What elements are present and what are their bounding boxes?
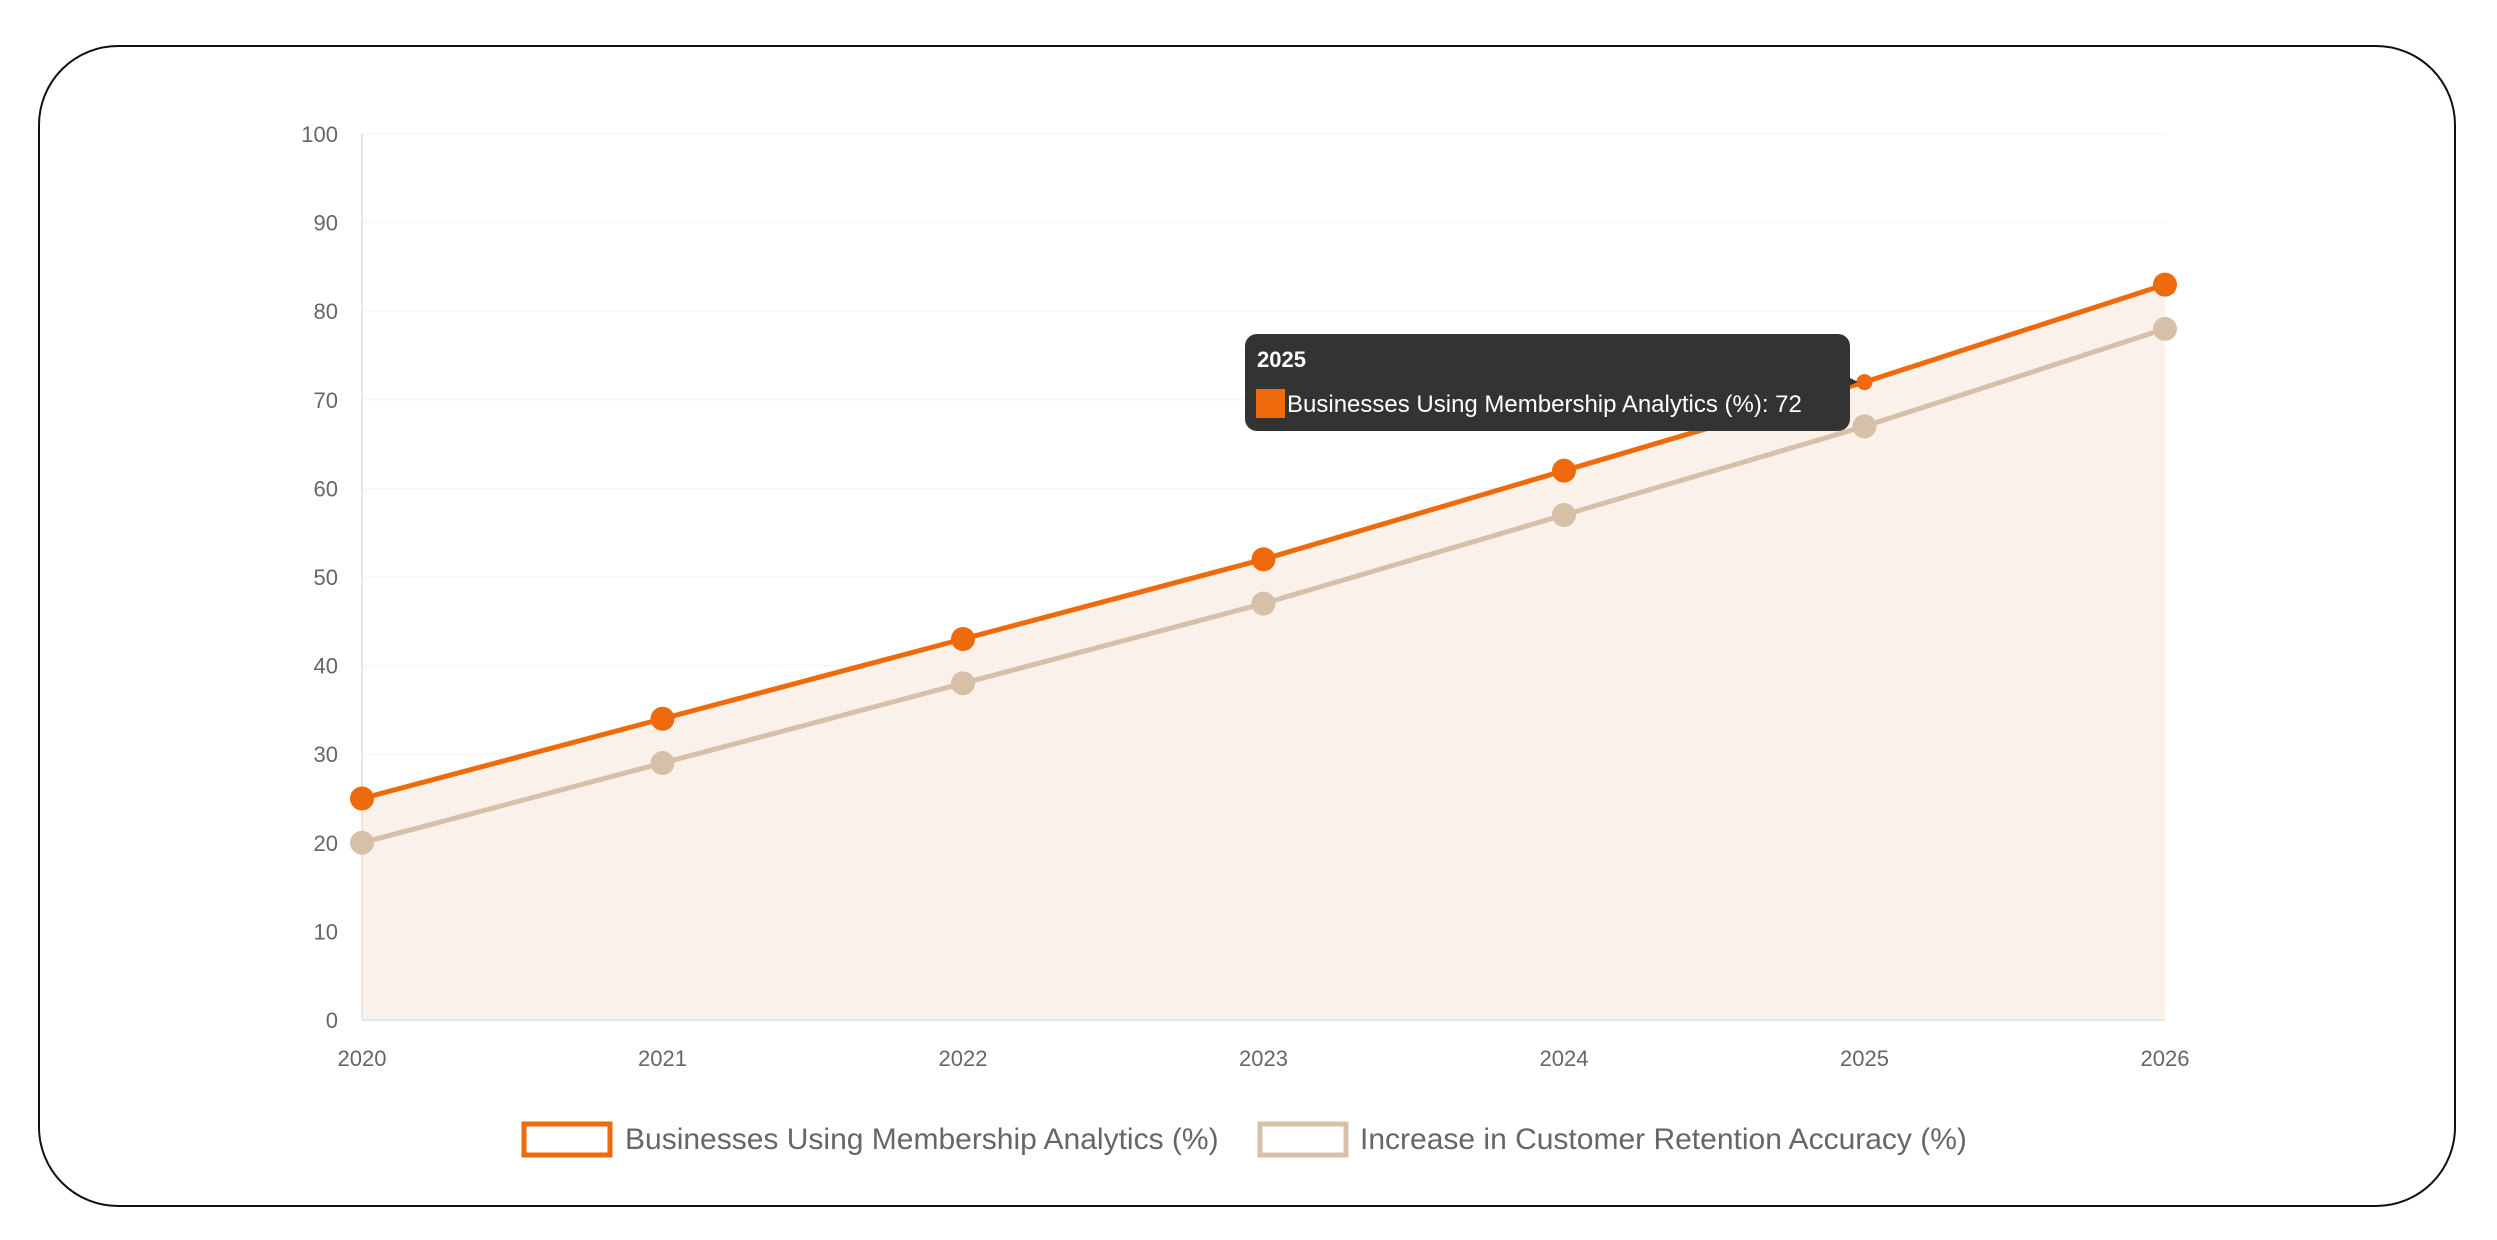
x-tick-label-2024: 2024	[1540, 1046, 1589, 1071]
y-tick-label-10: 10	[314, 919, 338, 944]
x-tick-label-2025: 2025	[1840, 1046, 1889, 1071]
tooltip-label: Businesses Using Membership Analytics (%…	[1287, 391, 1802, 418]
y-tick-label-100: 100	[301, 122, 338, 147]
y-tick-label-70: 70	[314, 388, 338, 413]
y-tick-label-80: 80	[314, 299, 338, 324]
y-tick-label-50: 50	[314, 565, 338, 590]
y-tick-label-90: 90	[314, 211, 338, 236]
data-point-retention-2026[interactable]	[2153, 316, 2177, 341]
y-tick-label-40: 40	[314, 654, 338, 679]
y-tick-label-30: 30	[314, 742, 338, 767]
data-point-businesses-2023[interactable]	[1251, 547, 1276, 572]
y-tick-label-60: 60	[314, 476, 338, 501]
legend-swatch-retention[interactable]	[1257, 1121, 1349, 1158]
data-point-businesses-2025[interactable]	[1856, 374, 1873, 391]
data-point-retention-2021[interactable]	[650, 751, 675, 776]
data-point-businesses-2024[interactable]	[1552, 458, 1576, 483]
data-point-businesses-2022[interactable]	[951, 627, 975, 652]
y-axis-ticks: 0 10 20 30 40 50 60 70 80 90 100	[301, 122, 338, 1033]
data-point-retention-2023[interactable]	[1251, 591, 1276, 616]
tooltip-title: 2025	[1257, 347, 1306, 372]
x-axis-ticks: 2020 2021 2022 2023 2024 2025 2026	[338, 1046, 2190, 1071]
y-tick-label-0: 0	[326, 1008, 338, 1033]
tooltip-pointer	[1838, 372, 1858, 390]
data-point-retention-2025[interactable]	[1852, 414, 1877, 439]
x-tick-label-2026: 2026	[2141, 1046, 2190, 1071]
y-tick-label-20: 20	[314, 831, 338, 856]
series-layer	[350, 272, 2177, 855]
x-tick-label-2022: 2022	[939, 1046, 988, 1071]
legend-swatch-businesses[interactable]	[521, 1121, 613, 1158]
tooltip-swatch	[1256, 389, 1285, 418]
data-point-retention-2024[interactable]	[1552, 502, 1576, 527]
data-point-businesses-2026[interactable]	[2153, 272, 2177, 297]
legend-label-businesses[interactable]: Businesses Using Membership Analytics (%…	[625, 1123, 1219, 1156]
data-point-retention-2020[interactable]	[350, 830, 374, 855]
tooltip-box	[1245, 334, 1850, 431]
data-point-businesses-2020[interactable]	[350, 786, 374, 811]
x-tick-label-2023: 2023	[1239, 1046, 1288, 1071]
data-point-retention-2022[interactable]	[951, 671, 975, 696]
data-point-businesses-2021[interactable]	[650, 706, 675, 731]
x-tick-label-2021: 2021	[638, 1046, 687, 1071]
x-tick-label-2020: 2020	[338, 1046, 387, 1071]
tooltip: 2025 Businesses Using Membership Analyti…	[1245, 334, 1858, 431]
legend: Businesses Using Membership Analytics (%…	[521, 1121, 1967, 1158]
legend-label-retention[interactable]: Increase in Customer Retention Accuracy …	[1360, 1123, 1967, 1156]
